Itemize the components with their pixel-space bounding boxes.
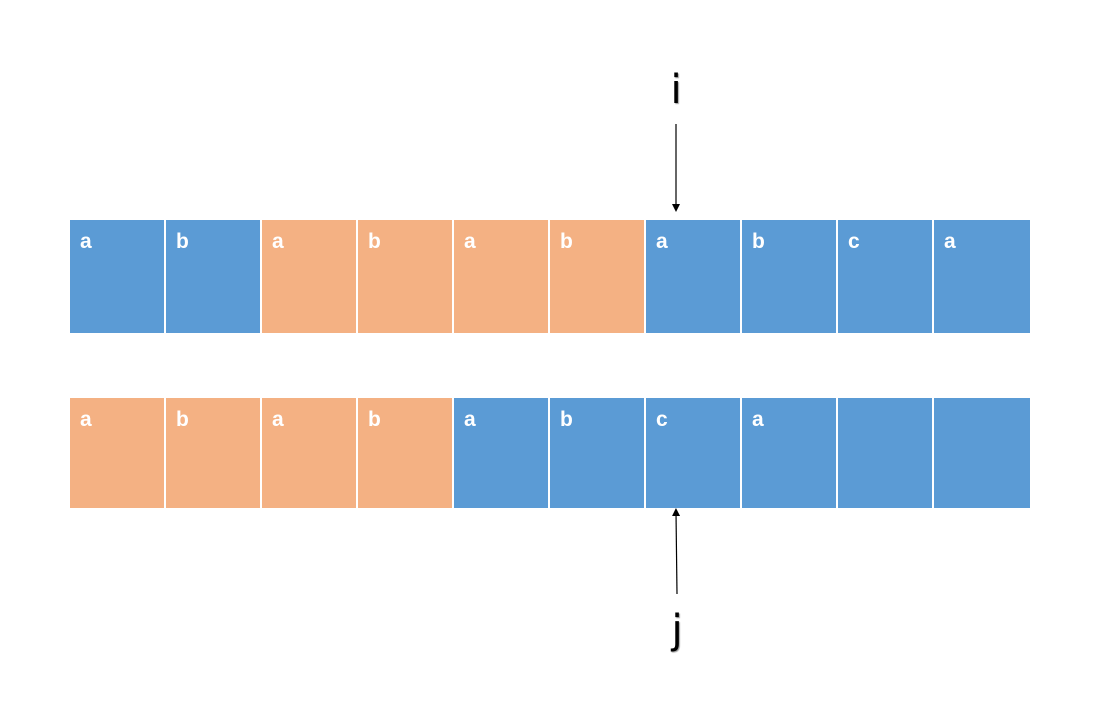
top-cell-6: a	[646, 220, 742, 333]
top-cell-label: b	[560, 230, 573, 253]
bottom-cell-label: a	[752, 408, 764, 431]
top-cell-5: b	[550, 220, 646, 333]
bottom-cell-label: b	[368, 408, 381, 431]
top-cell-1: b	[166, 220, 262, 333]
bottom-cell-label: a	[464, 408, 476, 431]
bottom-cell-2: a	[262, 398, 358, 508]
bottom-cell-0: a	[70, 398, 166, 508]
pointer-i-label: i	[670, 67, 682, 113]
bottom-cell-8	[838, 398, 934, 508]
bottom-cell-label: a	[272, 408, 284, 431]
bottom-cell-label: b	[176, 408, 189, 431]
top-cell-label: b	[368, 230, 381, 253]
pointer-j-label: j	[671, 607, 683, 653]
top-cell-label: b	[752, 230, 765, 253]
bottom-cell-label: c	[656, 408, 668, 431]
top-cell-label: b	[176, 230, 189, 253]
pointer-j-arrow	[672, 508, 681, 595]
bottom-cell-7: a	[742, 398, 838, 508]
bottom-cell-1: b	[166, 398, 262, 508]
bottom-cell-3: b	[358, 398, 454, 508]
top-cell-label: c	[848, 230, 860, 253]
top-cell-9: a	[934, 220, 1030, 333]
top-cell-label: a	[656, 230, 668, 253]
bottom-cell-6: c	[646, 398, 742, 508]
top-cell-label: a	[80, 230, 92, 253]
top-cell-label: a	[464, 230, 476, 253]
bottom-cell-9	[934, 398, 1030, 508]
bottom-cell-label: a	[80, 408, 92, 431]
top-cell-2: a	[262, 220, 358, 333]
top-cell-3: b	[358, 220, 454, 333]
bottom-cell-4: a	[454, 398, 550, 508]
top-cell-0: a	[70, 220, 166, 333]
top-cell-8: c	[838, 220, 934, 333]
bottom-cell-5: b	[550, 398, 646, 508]
top-cell-label: a	[272, 230, 284, 253]
bottom-cell-label: b	[560, 408, 573, 431]
top-cell-4: a	[454, 220, 550, 333]
top-cell-label: a	[944, 230, 956, 253]
top-cell-7: b	[742, 220, 838, 333]
